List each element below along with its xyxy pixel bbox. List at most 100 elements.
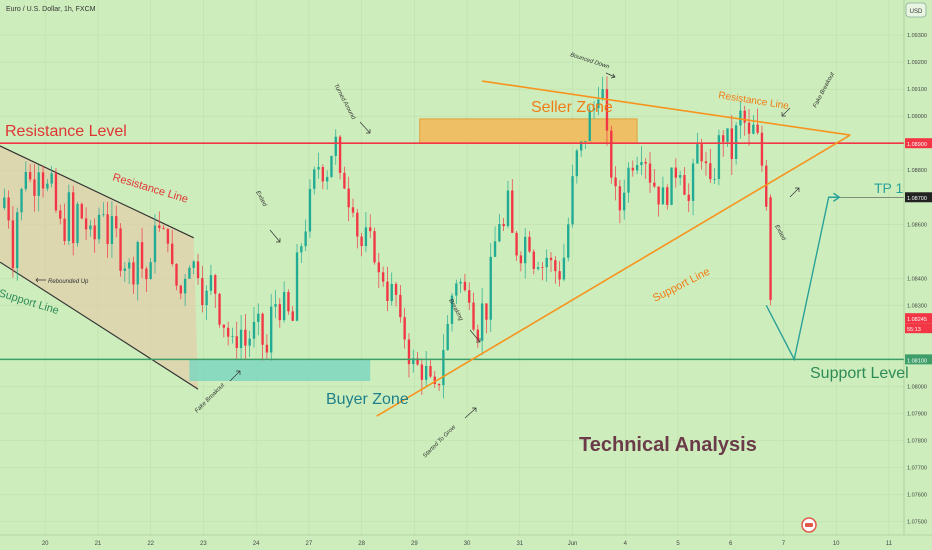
candle-body bbox=[166, 228, 170, 244]
candle-body bbox=[558, 271, 561, 280]
candle-body bbox=[50, 173, 53, 184]
candle-body bbox=[136, 242, 139, 285]
candle-body bbox=[373, 231, 376, 263]
candle-body bbox=[153, 225, 157, 263]
candle-body bbox=[756, 124, 759, 133]
candle-body bbox=[476, 329, 480, 341]
candle-body bbox=[597, 99, 600, 109]
candle-body bbox=[674, 167, 678, 178]
candle-body bbox=[614, 177, 617, 187]
candle-body bbox=[567, 224, 570, 258]
candle-body bbox=[140, 242, 144, 269]
time-tick-label: 21 bbox=[95, 541, 102, 547]
candle-body bbox=[84, 218, 88, 230]
candle-body bbox=[364, 227, 368, 247]
time-tick-label: 29 bbox=[411, 541, 418, 547]
candle-body bbox=[20, 188, 23, 213]
candle-body bbox=[459, 281, 462, 284]
candle-body bbox=[743, 110, 746, 123]
grid bbox=[0, 0, 904, 535]
candle-body bbox=[463, 281, 467, 291]
candle-body bbox=[313, 169, 316, 189]
candle-body bbox=[171, 243, 174, 264]
candle-body bbox=[571, 176, 574, 225]
candle-body bbox=[678, 175, 682, 178]
candle-body bbox=[205, 290, 208, 306]
price-tick-label: 1.08600 bbox=[907, 222, 927, 228]
price-tick-label: 1.08800 bbox=[907, 168, 927, 174]
candle-body bbox=[369, 227, 372, 232]
candle-body bbox=[218, 293, 221, 325]
candle-body bbox=[386, 281, 389, 302]
candle-body bbox=[317, 167, 320, 170]
projection-path bbox=[765, 196, 840, 362]
candle-body bbox=[502, 224, 505, 227]
candle-body bbox=[300, 246, 303, 253]
price-tick-label: 1.07900 bbox=[907, 411, 927, 417]
price-tick-label: 1.09200 bbox=[907, 60, 927, 66]
resistance-price-tag: 1.08900 bbox=[907, 142, 927, 148]
candle-body bbox=[381, 272, 385, 282]
time-tick-label: Jun bbox=[568, 541, 578, 547]
candle-body bbox=[416, 358, 419, 365]
candle-body bbox=[89, 225, 92, 230]
candle-body bbox=[119, 228, 122, 271]
candle-body bbox=[532, 251, 535, 270]
candle-body bbox=[472, 302, 475, 330]
time-tick-label: 24 bbox=[253, 541, 260, 547]
candle-body bbox=[282, 292, 286, 321]
candle-body bbox=[145, 268, 148, 280]
time-tick-label: 27 bbox=[306, 541, 313, 547]
resistance-level-label: Resistance Level bbox=[5, 123, 127, 140]
descending-channel bbox=[0, 145, 199, 390]
candle-body bbox=[37, 172, 40, 196]
price-tick-label: 1.07800 bbox=[907, 438, 927, 444]
candle-body bbox=[67, 192, 71, 242]
candle-body bbox=[175, 263, 178, 286]
candle-body bbox=[691, 163, 695, 201]
technical-analysis-title: Technical Analysis bbox=[579, 434, 757, 456]
candle-body bbox=[519, 255, 523, 264]
candle-body bbox=[717, 135, 721, 179]
symbol-title: Euro / U.S. Dollar, 1h, FXCM bbox=[6, 6, 96, 13]
candle-body bbox=[455, 283, 458, 296]
candle-body bbox=[162, 228, 165, 229]
annotation-arrows bbox=[35, 72, 800, 419]
time-tick-label: 31 bbox=[516, 541, 523, 547]
turned-around-arrow bbox=[359, 121, 371, 134]
candle-body bbox=[338, 136, 342, 173]
candle-body bbox=[351, 207, 355, 213]
candle-body bbox=[265, 344, 269, 353]
currency-badge[interactable]: USD bbox=[905, 2, 927, 18]
candle-body bbox=[498, 224, 501, 242]
price-tick-label: 1.07600 bbox=[907, 492, 927, 498]
zones-layer bbox=[0, 118, 638, 390]
candle-body bbox=[287, 292, 290, 312]
candle-body bbox=[687, 194, 690, 201]
candle-body bbox=[304, 231, 307, 247]
candle-body bbox=[127, 262, 131, 269]
candle-body bbox=[450, 295, 454, 324]
candle-body bbox=[226, 327, 230, 337]
trend-lines-layer bbox=[0, 80, 904, 417]
countdown-tag: 55:13 bbox=[907, 327, 921, 333]
candle-body bbox=[390, 283, 393, 302]
candle-body bbox=[618, 186, 622, 211]
candle-body bbox=[549, 257, 553, 261]
candle-body bbox=[588, 110, 591, 141]
candle-body bbox=[648, 163, 652, 183]
candle-body bbox=[726, 128, 729, 142]
candle-body bbox=[696, 144, 699, 164]
candle-body bbox=[640, 162, 643, 166]
candle-body bbox=[713, 178, 716, 180]
candle-body bbox=[480, 303, 484, 341]
tp1-label: TP 1 bbox=[874, 180, 904, 196]
candle-body bbox=[734, 125, 738, 160]
candle-body bbox=[102, 214, 105, 216]
candle-body bbox=[179, 285, 182, 294]
candle-body bbox=[71, 192, 75, 244]
channel-top-line bbox=[0, 145, 194, 239]
candle-body bbox=[468, 290, 471, 303]
candle-body bbox=[424, 366, 428, 380]
